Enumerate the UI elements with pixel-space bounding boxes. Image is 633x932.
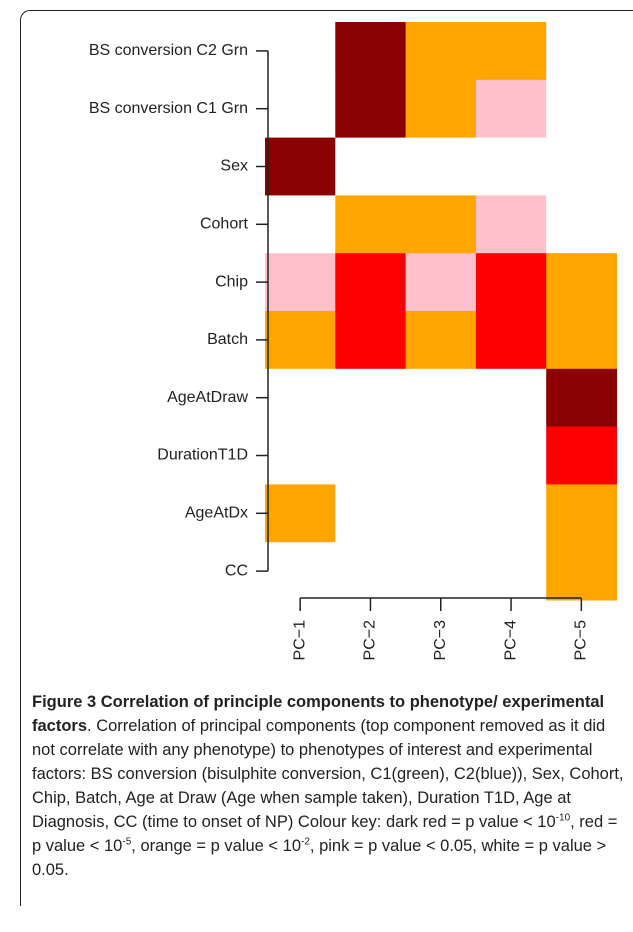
y-tick-label: CC (225, 562, 248, 579)
heatmap-cell (475, 426, 547, 485)
heatmap-cell (265, 137, 336, 196)
heatmap-cell (475, 137, 547, 196)
heatmap-cell (335, 253, 407, 312)
heatmap-cell (405, 311, 477, 370)
heatmap-cell (405, 195, 477, 254)
heatmap-cell (335, 311, 407, 370)
y-tick-label: DurationT1D (157, 447, 248, 464)
caption-text: , red = p value < 10 (32, 813, 618, 855)
heatmap-cell (335, 368, 407, 428)
y-tick-label: Cohort (200, 216, 249, 233)
heatmap-cell (405, 426, 477, 485)
heatmap-cell (405, 253, 477, 312)
heatmap-cell (475, 79, 547, 139)
heatmap-cell (475, 195, 547, 254)
caption-sup: -2 (301, 836, 310, 848)
x-tick-label: PC−1 (291, 620, 308, 661)
heatmap-cell (265, 426, 336, 485)
y-tick-label: AgeAtDx (185, 505, 248, 522)
heatmap-cell (546, 22, 617, 81)
caption-text: , orange = p value < 10 (131, 837, 301, 855)
heatmap-cell (265, 542, 336, 601)
caption: Figure 3 Correlation of principle compon… (32, 690, 628, 882)
heatmap-cell (475, 484, 547, 543)
heatmap-cell (475, 22, 547, 81)
y-tick-label: AgeAtDraw (167, 389, 248, 406)
y-tick-label: Chip (215, 273, 248, 290)
heatmap-cell (265, 253, 336, 312)
heatmap-cell (546, 79, 617, 139)
heatmap-cell (475, 542, 547, 601)
caption-title: Figure 3 Correlation of principle compon… (32, 693, 605, 735)
heatmap-cell (546, 542, 617, 601)
heatmap-cell (265, 484, 336, 543)
heatmap-cell (546, 368, 617, 428)
heatmap-cell (335, 484, 407, 543)
caption-text: , pink = p value < 0.05, white = p value… (32, 837, 607, 879)
heatmap-cell (265, 79, 336, 139)
heatmap-cell (475, 368, 547, 428)
y-tick-label: Sex (220, 158, 248, 175)
y-tick-label: BS conversion C2 Grn (89, 42, 248, 59)
heatmap-cell (405, 484, 477, 543)
figure-frame (20, 10, 633, 906)
heatmap-cell (335, 426, 407, 485)
heatmap-cell (265, 195, 336, 254)
x-tick-label: PC−2 (362, 620, 379, 661)
x-tick-label: PC−4 (502, 620, 519, 661)
heatmap-cell (405, 542, 477, 601)
y-tick-label: BS conversion C1 Grn (89, 100, 248, 117)
heatmap-cell (546, 195, 617, 254)
heatmap-cell (405, 368, 477, 428)
heatmap-cell (335, 195, 407, 254)
heatmap-cell (265, 368, 336, 428)
heatmap-cell (335, 22, 407, 81)
heatmap-cell (405, 137, 477, 196)
x-tick-label: PC−3 (432, 620, 449, 661)
caption-text: . Correlation of principal components (t… (32, 717, 624, 831)
heatmap-cell (546, 426, 617, 485)
heatmap-cell (546, 137, 617, 196)
caption-sup: -5 (122, 836, 132, 848)
caption-sup: -10 (555, 812, 571, 824)
heatmap-cell (335, 137, 407, 196)
heatmap-cell (265, 22, 336, 81)
heatmap-cell (265, 311, 336, 370)
y-tick-label: Batch (207, 331, 248, 348)
heatmap-cell (405, 79, 477, 139)
x-tick-label: PC−5 (573, 620, 590, 661)
heatmap-cell (475, 253, 547, 312)
heatmap-cell (546, 253, 617, 312)
heatmap-cell (546, 311, 617, 370)
heatmap-cell (335, 79, 407, 139)
heatmap-cell (335, 542, 407, 601)
heatmap-cell (405, 22, 477, 81)
heatmap-cell (475, 311, 547, 370)
heatmap-cell (546, 484, 617, 543)
heatmap: BS conversion C2 Grn BS conversion C1 Grn… (89, 22, 617, 661)
